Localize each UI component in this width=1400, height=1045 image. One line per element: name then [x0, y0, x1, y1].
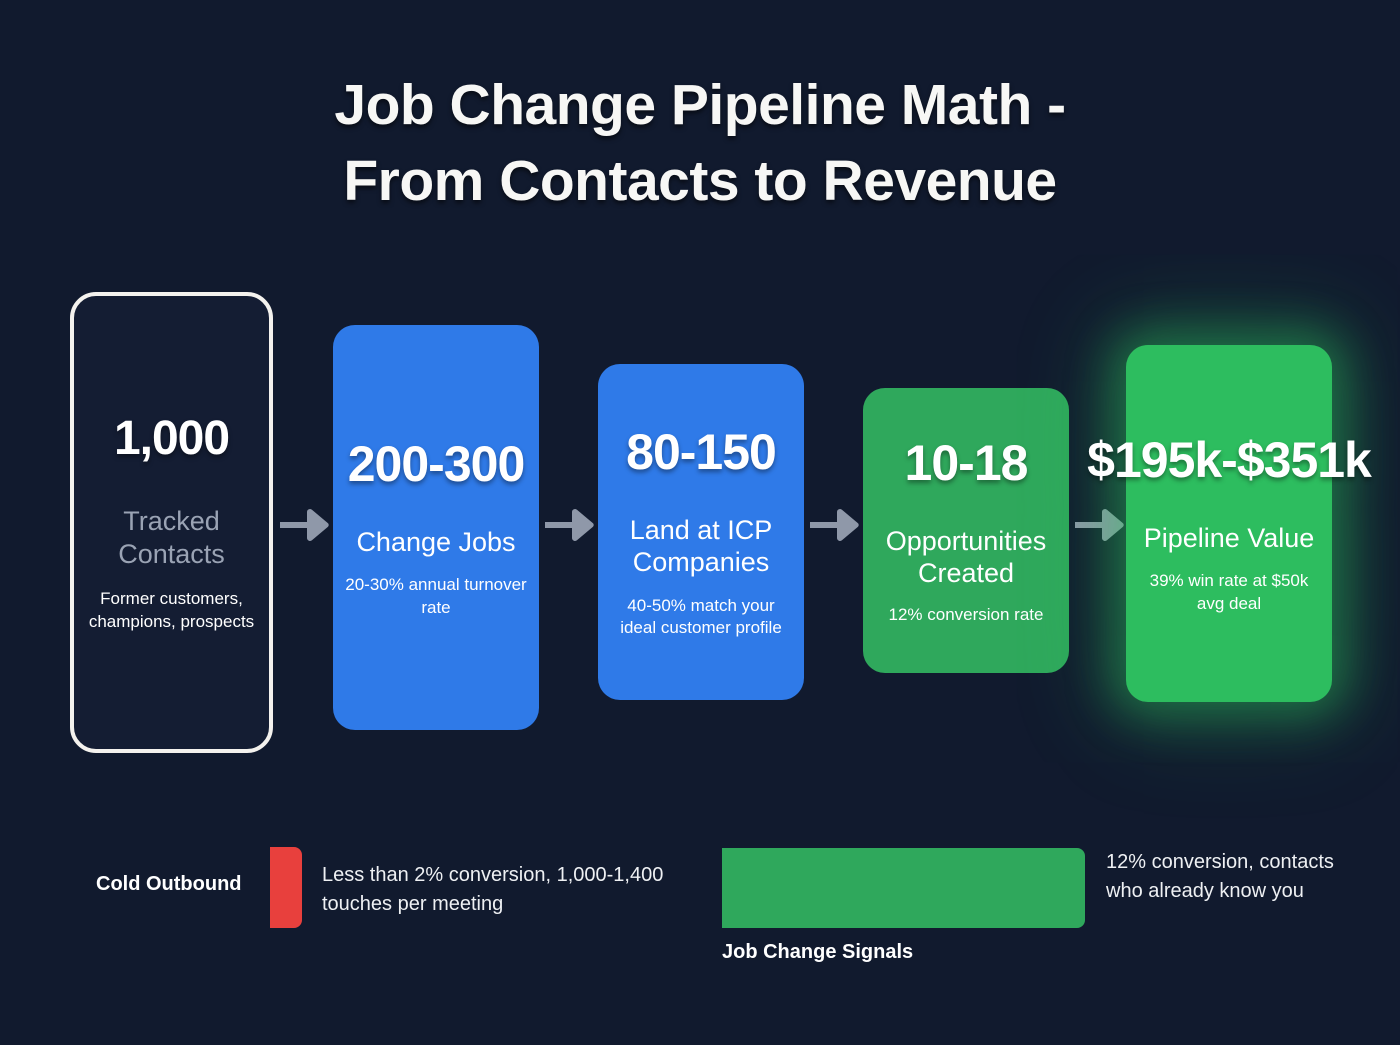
- arrow-right-icon: [1073, 505, 1127, 545]
- funnel-step-detail: 12% conversion rate: [888, 604, 1044, 624]
- funnel-step-label: Pipeline Value: [1143, 522, 1315, 553]
- arrow-right-icon: [808, 505, 862, 545]
- page-title: Job Change Pipeline Math - From Contacts…: [0, 68, 1400, 220]
- funnel-step-detail: 39% win rate at $50k avg deal: [1149, 571, 1309, 613]
- legend-cold-outbound-bar: [270, 847, 302, 928]
- arrow-right-icon: [278, 505, 332, 545]
- funnel-step-detail: Former customers, champions, prospects: [88, 589, 255, 631]
- funnel-step-value: 1,000: [113, 411, 230, 465]
- funnel-step-label: Tracked Contacts: [118, 506, 225, 569]
- funnel-step-land-at-icp: 80-150 Land at ICP Companies 40-50% matc…: [598, 364, 804, 700]
- funnel-step-value: 80-150: [626, 424, 777, 480]
- funnel-step-pipeline-value: $195k-$351k Pipeline Value 39% win rate …: [1087, 345, 1372, 702]
- legend-job-change-signals-label: Job Change Signals: [722, 941, 914, 963]
- legend-cold-outbound-description: Less than 2% conversion, 1,000-1,400 tou…: [322, 864, 664, 915]
- title-line-1: Job Change Pipeline Math -: [334, 73, 1066, 137]
- title-line-2: From Contacts to Revenue: [343, 148, 1057, 213]
- legend-job-change-signals-description: 12% conversion, contacts who already kno…: [1106, 851, 1334, 902]
- funnel-step-tracked-contacts: 1,000 Tracked Contacts Former customers,…: [70, 292, 273, 753]
- funnel-step-value: $195k-$351k: [1087, 431, 1372, 488]
- funnel-step-change-jobs: 200-300 Change Jobs 20-30% annual turnov…: [333, 325, 539, 730]
- funnel-step-opportunities-created: 10-18 Opportunities Created 12% conversi…: [863, 388, 1069, 673]
- funnel-step-detail: 20-30% annual turnover rate: [345, 575, 527, 617]
- funnel-step-label: Land at ICP Companies: [629, 515, 773, 578]
- arrow-right-icon: [543, 505, 597, 545]
- legend-job-change-signals-bar: [722, 848, 1085, 928]
- funnel-step-detail: 40-50% match your ideal customer profile: [620, 595, 782, 638]
- funnel-step-value: 200-300: [347, 435, 525, 492]
- funnel-step-value: 10-18: [904, 434, 1029, 491]
- funnel-step-label: Change Jobs: [356, 526, 516, 557]
- funnel-step-label: Opportunities Created: [885, 525, 1047, 589]
- legend-cold-outbound-label: Cold Outbound: [96, 873, 242, 895]
